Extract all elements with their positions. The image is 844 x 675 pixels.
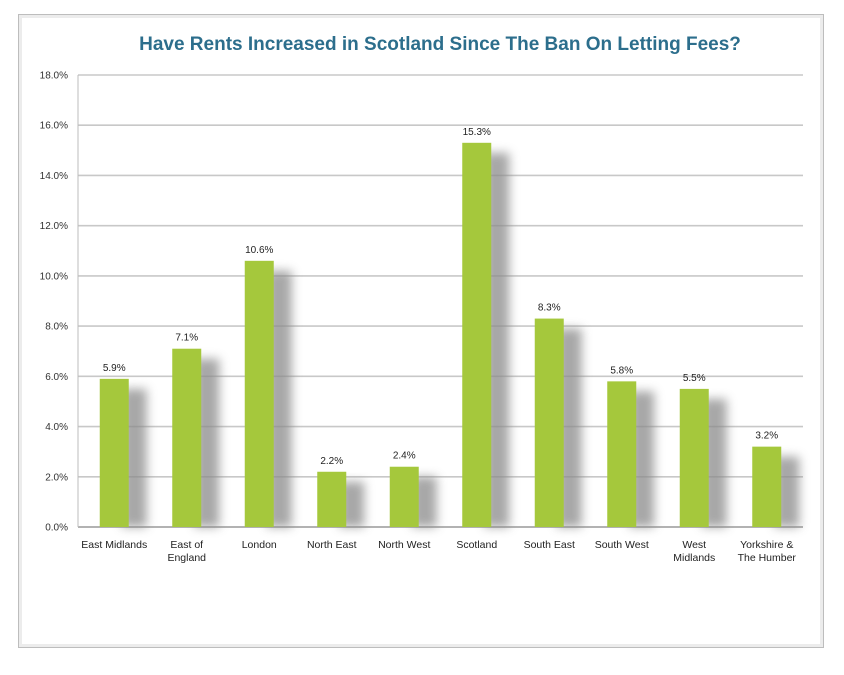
data-label: 8.3% xyxy=(538,303,561,314)
x-category-label: East Midlands xyxy=(81,539,147,551)
data-label: 2.4% xyxy=(393,451,416,462)
y-axis-ticks: 0.0% 2.0% 4.0% 6.0% 8.0% 10.0% 12.0% 14.0% 16.0%… xyxy=(40,71,68,534)
data-label: 15.3% xyxy=(463,127,491,138)
x-axis-labels: East Midlands East of England London North E… xyxy=(81,539,796,564)
bar xyxy=(752,446,782,527)
y-tick-label: 4.0% xyxy=(45,422,68,433)
bar xyxy=(172,348,202,527)
bar xyxy=(317,471,347,527)
data-label: 5.9% xyxy=(103,363,126,374)
bar xyxy=(244,260,274,527)
x-category-label: West Midlands xyxy=(673,539,715,564)
data-label: 5.8% xyxy=(610,365,633,376)
x-category-label: London xyxy=(242,539,277,551)
y-tick-label: 14.0% xyxy=(40,171,68,182)
data-label: 2.2% xyxy=(320,456,343,467)
y-tick-label: 2.0% xyxy=(45,472,68,483)
data-label: 5.5% xyxy=(683,373,706,384)
data-label: 7.1% xyxy=(175,333,198,344)
x-category-label: South East xyxy=(524,539,575,551)
bar xyxy=(607,381,637,527)
y-tick-label: 18.0% xyxy=(40,71,68,82)
x-category-label: East of England xyxy=(167,539,206,564)
bar xyxy=(679,388,709,527)
y-tick-label: 10.0% xyxy=(40,271,68,282)
data-label: 10.6% xyxy=(245,245,273,256)
bar xyxy=(462,142,492,528)
data-label: 3.2% xyxy=(755,431,778,442)
bar xyxy=(389,466,419,527)
data-labels: 5.9% 7.1% 10.6% 2.2% 2.4% 15.3% 8.3% 5.8% 5.5% 3.… xyxy=(103,127,778,467)
y-tick-label: 0.0% xyxy=(45,523,68,534)
x-category-label: North West xyxy=(378,539,430,551)
y-tick-label: 8.0% xyxy=(45,322,68,333)
bar xyxy=(534,318,564,527)
x-category-label: North East xyxy=(307,539,357,551)
gridlines xyxy=(77,74,803,528)
x-category-label: Scotland xyxy=(456,539,497,551)
chart-title: Have Rents Increased in Scotland Since T… xyxy=(139,34,741,55)
y-tick-label: 16.0% xyxy=(40,121,68,132)
bars xyxy=(99,142,782,528)
chart-frame xyxy=(18,14,824,648)
x-category-label: Yorkshire & The Humber xyxy=(738,539,797,564)
y-tick-label: 6.0% xyxy=(45,372,68,383)
y-tick-label: 12.0% xyxy=(40,221,68,232)
x-category-label: South West xyxy=(595,539,649,551)
bar xyxy=(99,378,129,527)
